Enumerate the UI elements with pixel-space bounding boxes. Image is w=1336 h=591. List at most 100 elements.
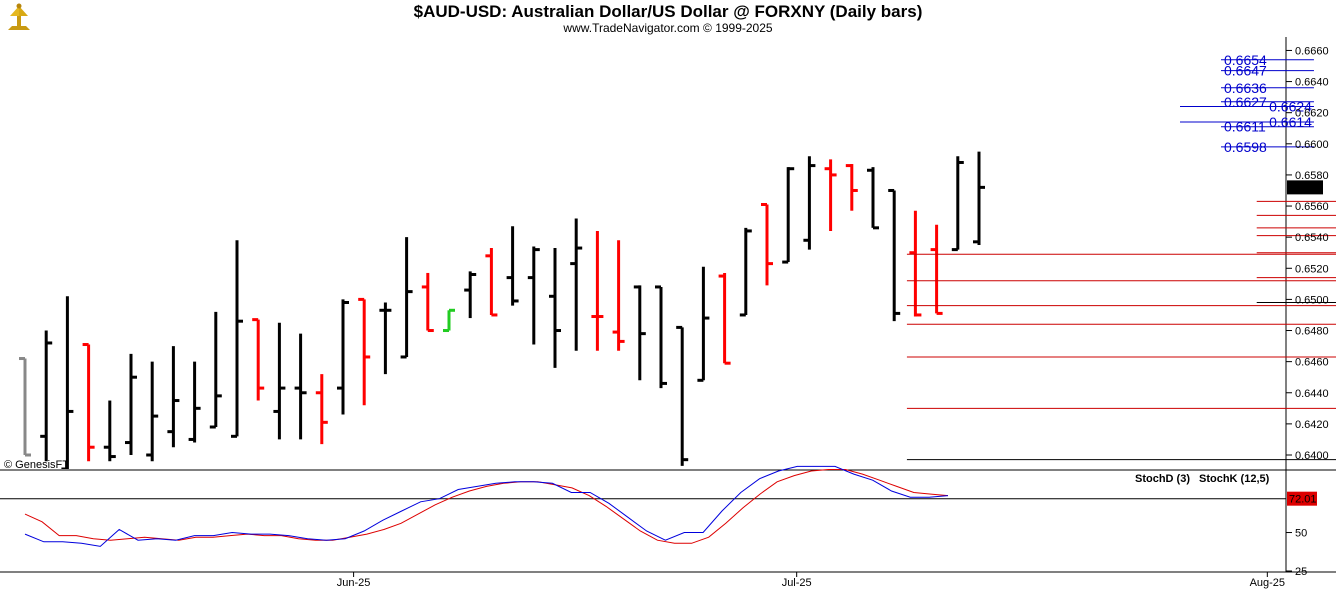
ohlc-bars [19,151,985,469]
price-level: 0.6529 [906,253,1336,255]
ohlc-bar [803,156,816,250]
ohlc-bar [294,333,307,440]
level-label: 0.6647 [1224,63,1267,79]
price-axis: 0.6660 0.6640 0.6620 0.6600 0.6580 0.6560 0.65… [1286,45,1329,462]
y-tick-label: 0.6480 [1295,326,1329,338]
ohlc-bar [19,357,31,457]
y-tick-label: 0.6440 [1295,388,1329,400]
y-tick-label: 0.6660 [1295,45,1329,57]
level-label: 0.6598 [1224,139,1267,155]
ohlc-bar [485,248,498,317]
last-price-label: 0.6572 [1289,182,1323,194]
price-level: 0.6514 [1256,277,1336,279]
ohlc-bar [570,218,583,351]
price-level: 0.6512 [906,280,1336,282]
ohlc-bar [633,285,646,381]
ohlc-bar [845,164,858,211]
price-level: 0.6397 [906,459,1336,461]
ohlc-bar [697,266,710,382]
ohlc-bar [103,400,116,462]
y-tick-label: 0.6400 [1295,450,1329,462]
y-tick-label: 0.6620 [1295,108,1329,120]
ohlc-bar [973,151,985,245]
y-tick-label: 0.6500 [1295,294,1329,306]
ohlc-bar [867,167,879,230]
watermark: © GenesisFT [4,459,69,471]
price-level: 0.6463 [906,356,1336,358]
ohlc-bar [930,224,943,315]
price-level: 0.6627 [1221,94,1314,110]
chart-header: $AUD-USD: Australian Dollar/US Dollar @ … [0,0,1336,37]
ohlc-bar [549,248,561,368]
stoch-series-line [24,469,949,544]
price-level: 0.6496 [906,305,1336,307]
price-level: 0.6611 [1221,119,1314,135]
y-tick-label: 0.6520 [1295,263,1329,275]
ohlc-bar [209,311,222,429]
y-tick-label: 0.6580 [1295,170,1329,182]
ohlc-bar [464,271,477,319]
price-level: 0.6647 [1221,63,1314,79]
y-tick-label: 0.6640 [1295,77,1329,89]
ohlc-bar [888,188,901,322]
ohlc-bar [527,246,540,345]
ohlc-bar [40,330,53,462]
ohlc-bar [824,159,837,231]
ohlc-bar [591,230,604,351]
y-tick-label: 0.6600 [1295,139,1329,151]
ohlc-bar [337,299,349,415]
ohlc-bar [273,322,286,440]
price-level: 0.6554 [1256,214,1336,216]
level-label: 0.6611 [1224,119,1266,135]
x-tick-label: Aug-25 [1250,577,1285,589]
last-price-box [1287,180,1323,195]
price-level: 0.6541 [1256,235,1336,237]
level-label: 0.6627 [1224,94,1267,110]
ohlc-bar [782,167,795,264]
chart-title: $AUD-USD: Australian Dollar/US Dollar @ … [413,2,923,21]
price-level: 0.6636 [1221,80,1314,96]
stoch-y-tick-label: 50 [1295,528,1307,540]
stoch-series-line [24,465,949,547]
ohlc-bar [125,353,137,455]
level-label: 0.6624 [1269,98,1312,114]
legend-stochd: StochD (3) [1135,473,1190,485]
ohlc-bar [61,296,74,469]
chart-background [0,37,1286,572]
ohlc-bar [421,272,434,333]
ohlc-bar [506,226,519,306]
price-level: 0.6563 [1256,200,1336,202]
level-label: 0.6614 [1269,114,1312,130]
price-level: 0.6614 [1180,114,1314,130]
ohlc-bar [188,361,201,443]
ohlc-bar [315,374,328,445]
stochastic-panel: StochD (3) StochK (12,5) 50 25 72.01 [0,465,1317,578]
price-level: 0.6598 [1221,139,1314,155]
y-tick-label: 0.6460 [1295,357,1329,369]
ohlc-bar [612,240,625,351]
ohlc-bar [252,318,265,401]
ohlc-bar [167,346,180,448]
y-tick-label: 0.6420 [1295,419,1329,431]
ohlc-bar [400,237,413,359]
ohlc-bar [718,272,731,365]
x-tick-label: Jul-25 [782,577,812,589]
price-level: 0.6530 [1256,252,1336,254]
trade-navigator-logo [2,2,36,34]
price-level: 0.6430 [906,407,1336,409]
stoch-last-value-box [1287,491,1317,506]
ohlc-bar [146,361,159,462]
legend-stochk: StochK (12,5) [1199,473,1270,485]
ohlc-bar [379,302,392,375]
ohlc-bar [358,297,371,406]
time-axis: Jun-25 Jul-25 Aug-25 [337,572,1285,589]
price-level: 0.6484 [906,323,1336,325]
price-level: 0.6546 [1256,227,1336,229]
stoch-last-value-label: 72.01 [1289,494,1317,506]
y-tick-label: 0.6560 [1295,201,1329,213]
price-level: 0.6654 [1221,52,1314,68]
ohlc-bar [231,240,243,438]
ohlc-bar [951,156,964,252]
ohlc-bar [909,210,922,317]
